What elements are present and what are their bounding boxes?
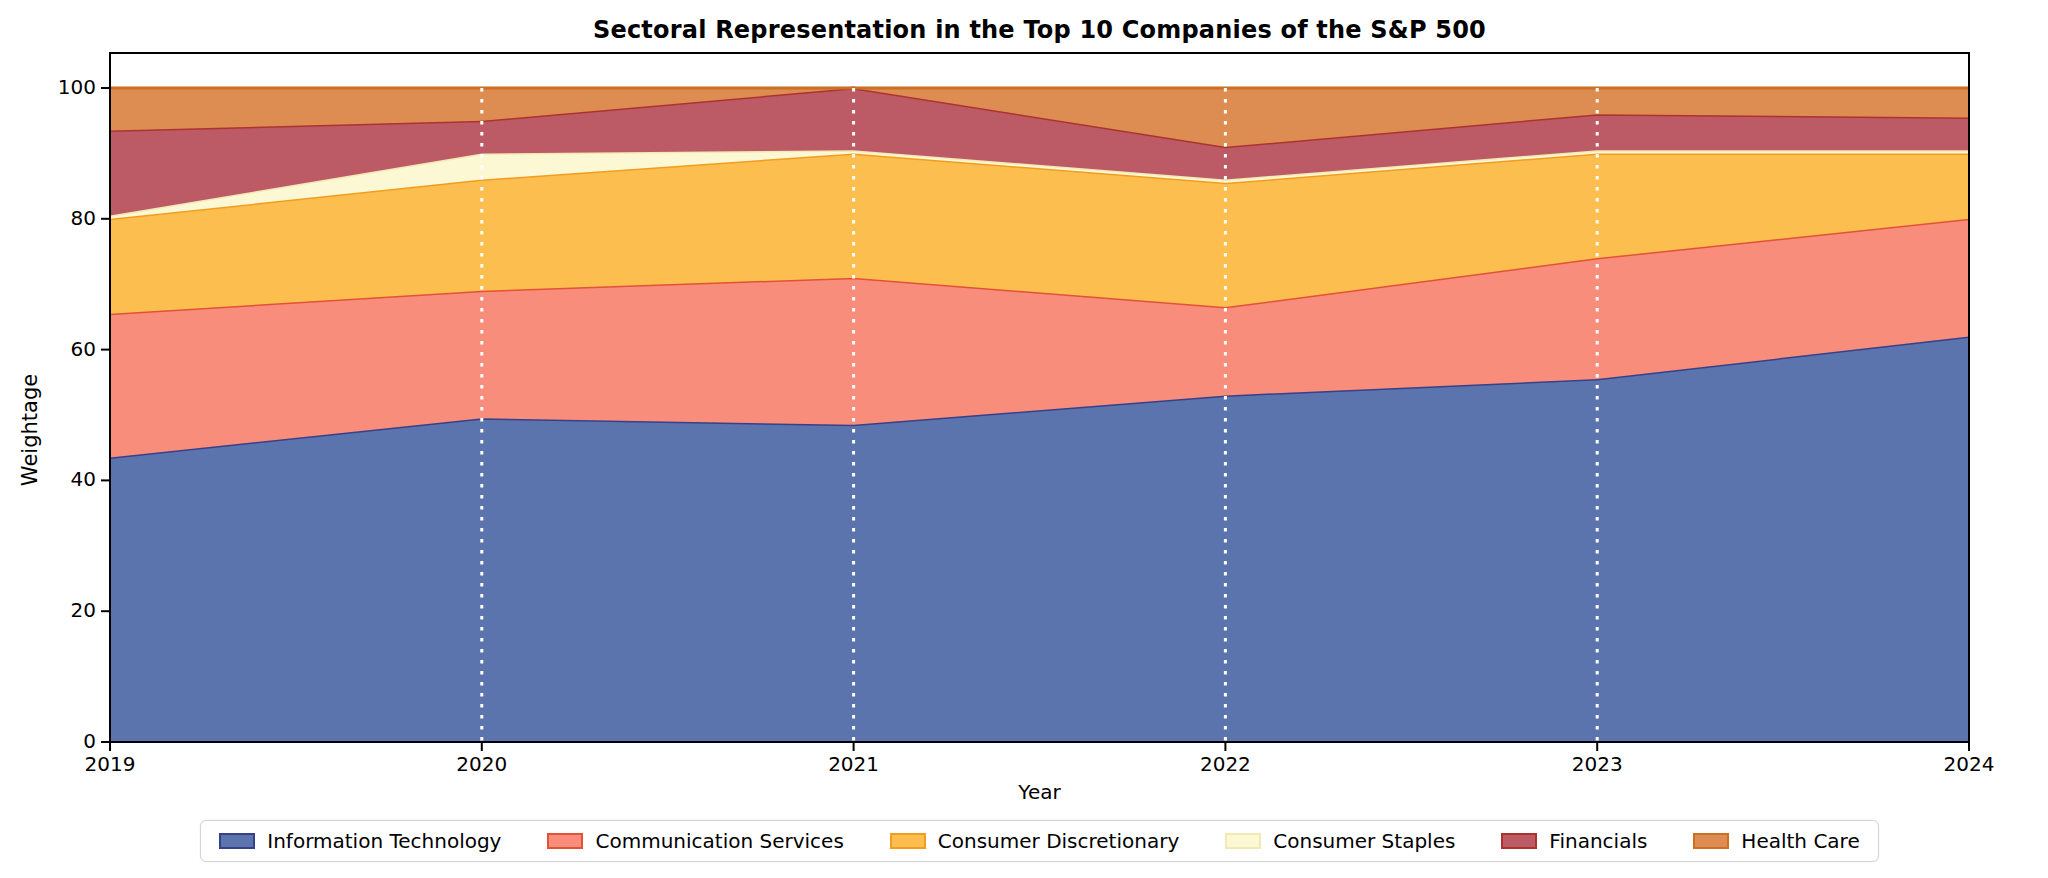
x-axis-label: Year [110, 780, 1969, 804]
stacked-area-svg [0, 0, 2048, 878]
legend-label: Consumer Staples [1273, 829, 1455, 853]
legend-swatch [1225, 833, 1261, 849]
legend-swatch [219, 833, 255, 849]
y-tick-label: 80 [28, 206, 96, 230]
y-tick-label: 20 [28, 598, 96, 622]
legend-label: Communication Services [595, 829, 843, 853]
x-tick-label: 2022 [1165, 752, 1285, 776]
legend-swatch [1501, 833, 1537, 849]
stacked-area-chart-figure: Sectoral Representation in the Top 10 Co… [0, 0, 2048, 878]
chart-title: Sectoral Representation in the Top 10 Co… [110, 16, 1969, 44]
legend-label: Health Care [1741, 829, 1859, 853]
legend-item-consumer-staples: Consumer Staples [1225, 829, 1455, 853]
y-tick-label: 100 [28, 75, 96, 99]
legend-label: Financials [1549, 829, 1647, 853]
legend-frame: Information Technology Communication Serv… [200, 820, 1878, 862]
legend: Information Technology Communication Serv… [110, 820, 1969, 862]
x-tick-label: 2021 [794, 752, 914, 776]
x-tick-label: 2024 [1909, 752, 2029, 776]
y-tick-label: 40 [28, 467, 96, 491]
legend-swatch [890, 833, 926, 849]
legend-swatch [547, 833, 583, 849]
legend-item-financials: Financials [1501, 829, 1647, 853]
y-tick-label: 60 [28, 337, 96, 361]
legend-label: Information Technology [267, 829, 501, 853]
legend-item-communication-services: Communication Services [547, 829, 843, 853]
x-tick-label: 2020 [422, 752, 542, 776]
legend-label: Consumer Discretionary [938, 829, 1179, 853]
legend-item-information-technology: Information Technology [219, 829, 501, 853]
x-tick-label: 2023 [1537, 752, 1657, 776]
legend-item-health-care: Health Care [1693, 829, 1859, 853]
legend-item-consumer-discretionary: Consumer Discretionary [890, 829, 1179, 853]
x-tick-label: 2019 [50, 752, 170, 776]
y-tick-label: 0 [28, 729, 96, 753]
legend-swatch [1693, 833, 1729, 849]
